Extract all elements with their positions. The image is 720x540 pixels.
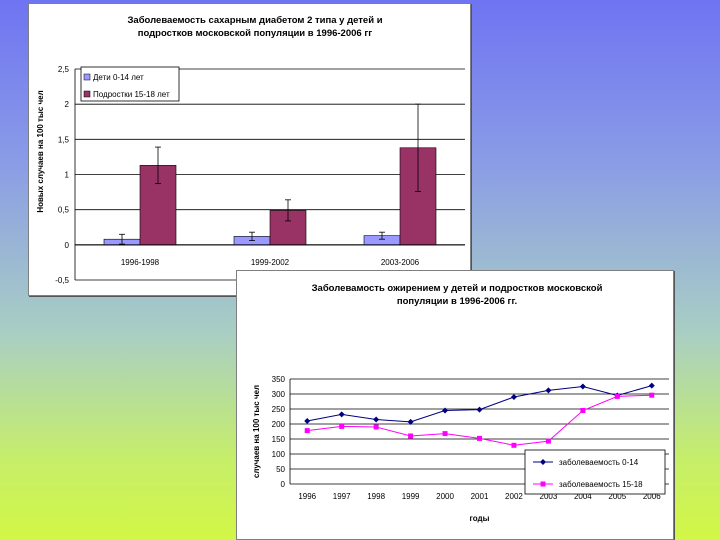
y-tick-label: 300 (272, 390, 286, 399)
data-point (373, 424, 379, 430)
y-axis-label: случаев на 100 тыс чел (252, 385, 261, 478)
x-tick-label: 1996 (298, 492, 316, 501)
data-point (580, 408, 586, 413)
y-tick-label: 1 (65, 171, 70, 180)
legend-box (524, 449, 666, 495)
obesity-chart-panel: Заболевамость ожирением у детей и подрос… (236, 270, 674, 540)
data-point (338, 411, 345, 418)
y-tick-label: 0,5 (58, 206, 70, 215)
x-tick-label: 2003 (540, 492, 558, 501)
legend-marker (540, 481, 546, 487)
legend-label: Дети 0-14 лет (93, 73, 144, 82)
x-tick-label: 1996-1998 (121, 258, 160, 267)
x-tick-label: 2006 (643, 492, 661, 501)
y-tick-label: -0,5 (55, 276, 69, 285)
data-point (579, 383, 586, 390)
x-tick-label: 1998 (367, 492, 385, 501)
y-axis-label: Новых случаев на 100 тыс чел (36, 90, 45, 212)
x-tick-label: 2000 (436, 492, 454, 501)
chart-title-line: популяции в 1996-2006 гг. (397, 296, 517, 307)
y-tick-label: 350 (272, 375, 286, 384)
legend-box (80, 66, 180, 102)
data-point (339, 423, 345, 429)
obesity-line-chart: Заболевамость ожирением у детей и подрос… (252, 283, 669, 523)
x-tick-label: 2003-2006 (381, 258, 420, 267)
data-point (545, 387, 552, 394)
y-tick-label: 50 (276, 465, 285, 474)
x-tick-label: 1997 (333, 492, 351, 501)
legend-swatch (83, 90, 91, 98)
chart-title-line: Заболевамость ожирением у детей и подрос… (312, 283, 603, 294)
data-point (373, 416, 380, 423)
legend-label: заболеваемость 0-14 (559, 458, 639, 467)
y-tick-label: 0 (65, 241, 70, 250)
diabetes-bar-chart: Заболеваемость сахарным диабетом 2 типа … (36, 15, 465, 285)
y-tick-label: 1,5 (58, 135, 70, 144)
data-point (614, 393, 620, 399)
y-tick-label: 200 (272, 420, 286, 429)
data-point (304, 418, 311, 424)
x-tick-label: 2005 (608, 492, 626, 501)
y-tick-label: 150 (272, 435, 286, 444)
data-point (442, 431, 448, 437)
chart-title-line: Заболеваемость сахарным диабетом 2 типа … (127, 15, 382, 26)
y-tick-label: 100 (272, 450, 286, 459)
x-tick-label: 2002 (505, 492, 523, 501)
y-tick-label: 2,5 (58, 65, 70, 74)
chart-title-line: подростков московской популяции в 1996-2… (138, 28, 373, 39)
y-tick-label: 0 (281, 480, 286, 489)
legend-label: Подростки 15-18 лет (93, 90, 170, 99)
data-point (442, 407, 449, 414)
data-point (545, 438, 551, 444)
x-tick-label: 1999-2002 (251, 258, 290, 267)
legend-marker (540, 459, 546, 465)
y-tick-label: 250 (272, 405, 286, 414)
x-tick-label: 1999 (402, 492, 420, 501)
legend-label: заболеваемость 15-18 (559, 480, 643, 489)
diabetes-chart-panel: Заболеваемость сахарным диабетом 2 типа … (28, 3, 471, 296)
legend-swatch (83, 73, 91, 81)
data-point (510, 394, 517, 400)
y-tick-label: 2 (65, 100, 70, 109)
x-axis-label: годы (470, 514, 490, 523)
data-point (649, 392, 655, 398)
data-point (477, 435, 482, 441)
x-tick-label: 2001 (471, 492, 489, 501)
data-point (511, 442, 517, 448)
x-tick-label: 2004 (574, 492, 592, 501)
data-point (304, 428, 310, 434)
data-point (648, 382, 655, 389)
data-point (476, 406, 483, 413)
data-point (407, 418, 414, 425)
data-point (408, 433, 414, 439)
